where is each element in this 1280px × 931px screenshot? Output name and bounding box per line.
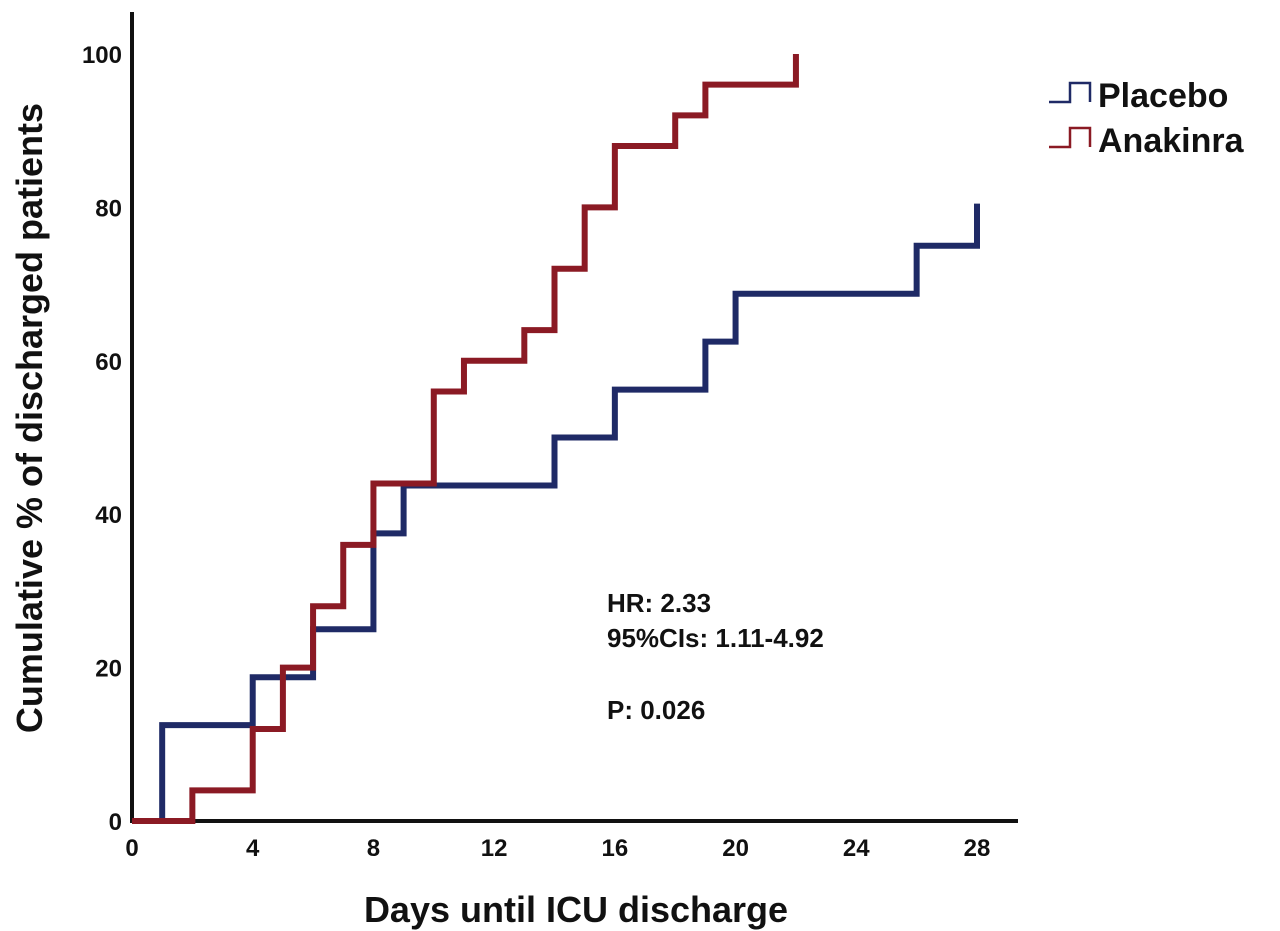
legend-swatch-anakinra <box>1049 126 1092 149</box>
stats-annotation: HR: 2.33 95%CIs: 1.11-4.92 P: 0.026 <box>607 588 824 725</box>
legend-swatch-placebo <box>1049 81 1092 104</box>
y-axis-title: Cumulative % of discharged patients <box>9 103 50 733</box>
series-line-anakinra <box>132 54 799 824</box>
p-value-text: P: 0.026 <box>607 695 705 725</box>
x-tick-label: 28 <box>964 835 991 862</box>
x-tick-label: 12 <box>481 835 508 862</box>
y-tick-label: 20 <box>95 656 122 683</box>
y-tick-label: 40 <box>95 502 122 529</box>
series-line-placebo <box>132 203 980 824</box>
y-tick-label: 100 <box>82 42 122 69</box>
x-tick-label: 24 <box>843 835 870 862</box>
x-tick-label: 16 <box>602 835 629 862</box>
legend-label-anakinra: Anakinra <box>1098 122 1245 160</box>
x-tick-label: 0 <box>125 835 138 862</box>
axes <box>130 12 1018 823</box>
series-layer <box>132 54 980 824</box>
confidence-interval-text: 95%CIs: 1.11-4.92 <box>607 623 824 653</box>
y-tick-label: 80 <box>95 195 122 222</box>
y-tick-label: 60 <box>95 349 122 376</box>
x-tick-label: 8 <box>367 835 380 862</box>
x-tick-label: 4 <box>246 835 260 862</box>
y-tick-labels: 0 20 40 60 80 100 <box>82 42 122 836</box>
y-tick-label: 0 <box>109 809 122 836</box>
x-tick-label: 20 <box>722 835 749 862</box>
legend-label-placebo: Placebo <box>1098 77 1228 115</box>
x-axis-title: Days until ICU discharge <box>364 889 788 930</box>
legend: Placebo Anakinra <box>1049 77 1245 160</box>
hazard-ratio-text: HR: 2.33 <box>607 588 711 618</box>
x-tick-labels: 0 4 8 12 16 20 24 28 <box>125 835 990 862</box>
